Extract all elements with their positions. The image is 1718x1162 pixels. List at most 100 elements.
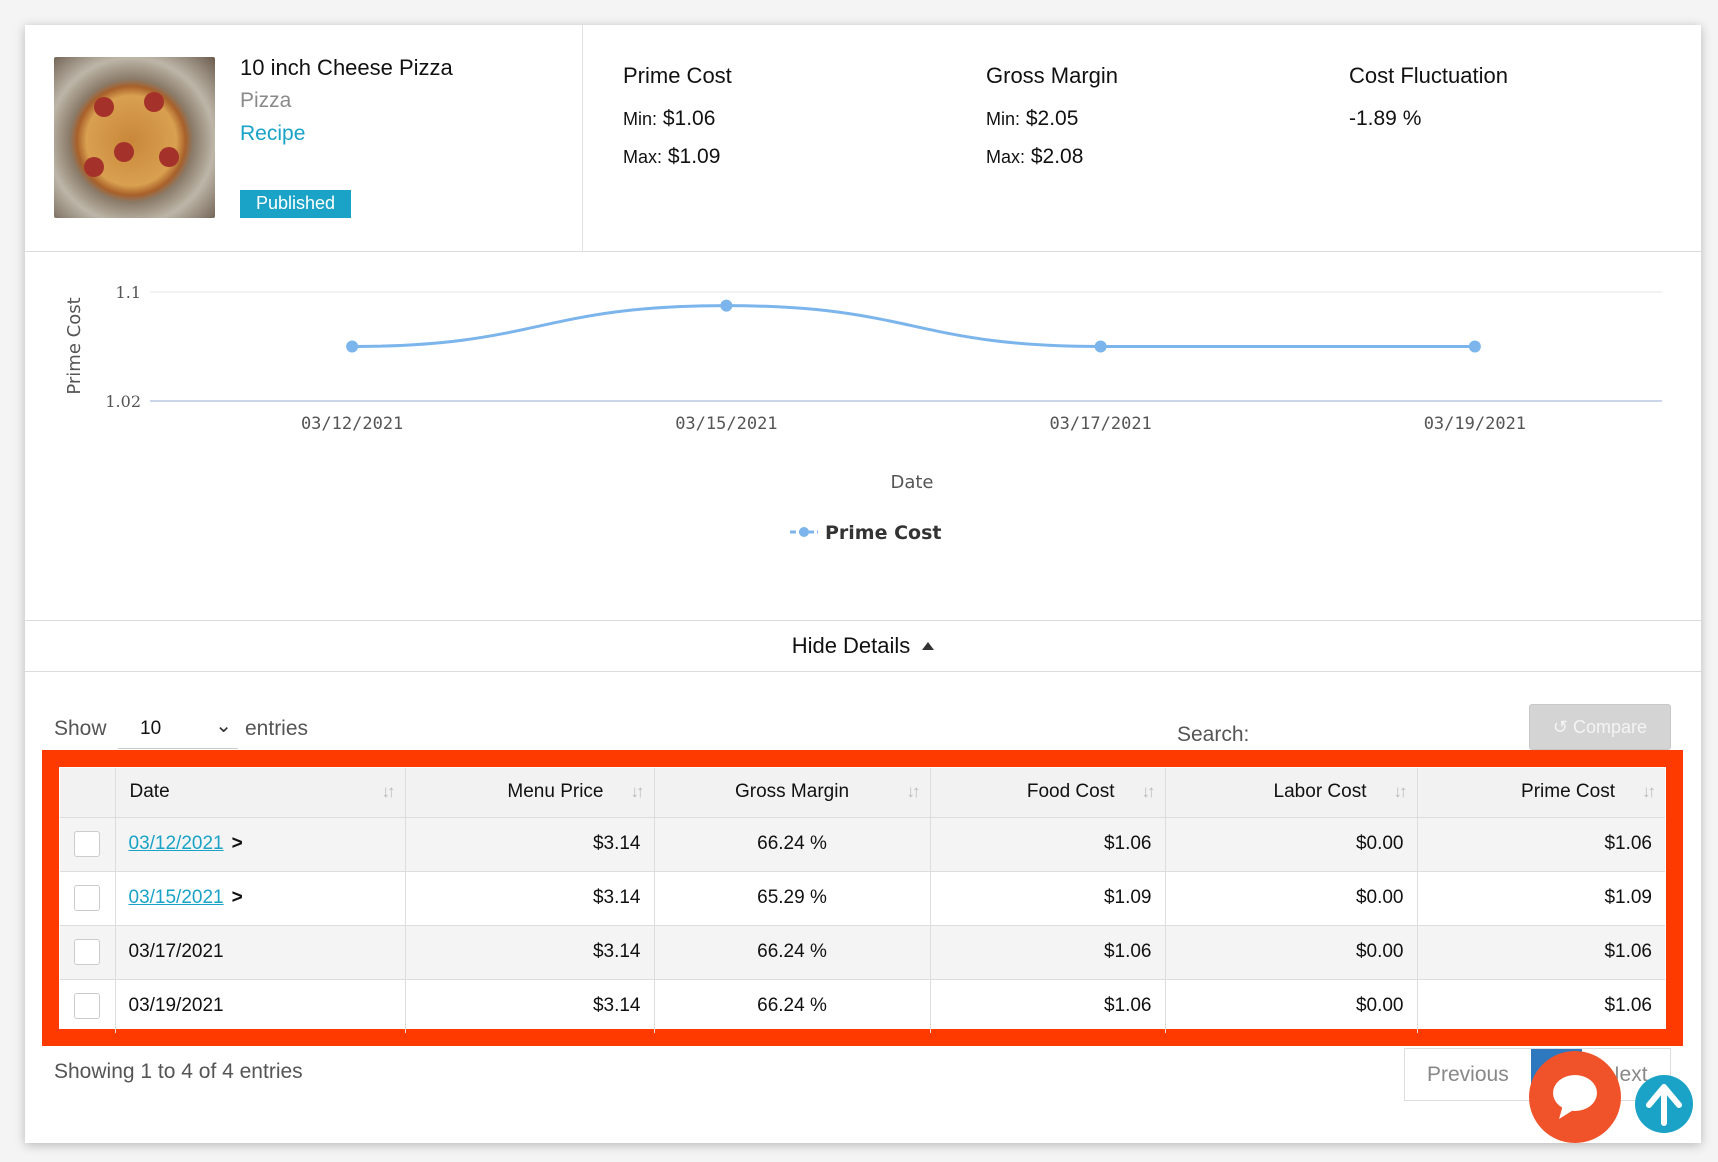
stat-gross-margin: Gross Margin Min: $2.05 Max: $2.08 [986, 63, 1118, 169]
min-label: Min: [623, 109, 658, 129]
legend-marker-icon [799, 527, 809, 537]
row-select-cell [60, 978, 116, 1033]
gross-margin-cell: 66.24 % [654, 924, 931, 979]
status-badge: Published [240, 190, 352, 218]
date-link[interactable]: 03/15/2021 [128, 887, 224, 908]
food-cost-cell: $1.09 [930, 870, 1166, 925]
recipe-link[interactable]: Recipe [240, 122, 306, 145]
row-select-cell [60, 816, 116, 871]
x-tick-label: 03/19/2021 [1424, 414, 1526, 434]
header-date[interactable]: Date ↓↑ [115, 768, 406, 818]
table-info: Showing 1 to 4 of 4 entries [54, 1060, 303, 1083]
date-cell[interactable]: 03/12/2021 > [115, 816, 406, 871]
data-point[interactable] [1468, 340, 1481, 353]
table-header-row: Date ↓↑ Menu Price ↓↑ Gross Margin ↓↑ Food … [60, 768, 1665, 818]
date-text: 03/19/2021 [128, 995, 224, 1017]
table-row: 03/17/2021 $3.14 66.24 % $1.06 $0.00 $1.… [60, 924, 1665, 979]
row-select-cell [60, 924, 116, 979]
row-checkbox[interactable] [74, 885, 101, 911]
date-cell[interactable]: 03/15/2021 > [115, 870, 406, 925]
product-title: 10 inch Cheese Pizza [240, 55, 453, 80]
sort-icon: ↓↑ [1393, 782, 1408, 801]
max-value: $2.08 [1030, 145, 1084, 168]
divider [582, 25, 583, 251]
y-axis-label: Prime Cost [64, 297, 85, 394]
sort-icon: ↓↑ [1642, 782, 1656, 801]
header-food-cost[interactable]: Food Cost ↓↑ [930, 768, 1166, 818]
header-labor-cost[interactable]: Labor Cost ↓↑ [1165, 768, 1418, 818]
product-category: Pizza [240, 89, 292, 112]
gross-margin-cell: 66.24 % [654, 816, 931, 871]
chart-legend[interactable]: Prime Cost [790, 522, 942, 544]
entries-select[interactable]: 10 ⌄ [118, 709, 238, 749]
max-label: Max: [986, 147, 1026, 167]
previous-button[interactable]: Previous [1427, 1063, 1509, 1086]
labor-cost-cell: $0.00 [1165, 870, 1418, 925]
fluctuation-value: -1.89 % [1349, 107, 1422, 130]
prime-cost-cell: $1.06 [1417, 978, 1665, 1033]
menu-price-cell: $3.14 [405, 924, 655, 979]
search-label: Search: [1177, 723, 1250, 746]
gross-margin-cell: 65.29 % [654, 870, 931, 925]
x-tick-label: 03/15/2021 [675, 414, 777, 434]
labor-cost-cell: $0.00 [1165, 978, 1418, 1033]
x-axis-label: Date [890, 472, 933, 493]
menu-price-cell: $3.14 [405, 978, 655, 1033]
divider [25, 620, 1701, 621]
cost-table: Date ↓↑ Menu Price ↓↑ Gross Margin ↓↑ Food … [60, 768, 1665, 1033]
caret-up-icon [922, 642, 935, 650]
divider [25, 671, 1701, 672]
prime-cost-chart: 03/19/2021 03/17/2021 03/15/2021 03/12/2021… [64, 283, 1662, 544]
table-row: 03/15/2021 > $3.14 65.29 % $1.09 $0.00 $1… [60, 870, 1665, 925]
data-point[interactable] [1094, 340, 1107, 353]
chat-button[interactable] [1529, 1051, 1621, 1143]
chevron-right-icon[interactable]: > [231, 833, 243, 854]
date-cell: 03/19/2021 [115, 978, 406, 1033]
table-row: 03/12/2021 > $3.14 66.24 % $1.06 $0.00 $1… [60, 816, 1665, 871]
food-cost-cell: $1.06 [930, 924, 1166, 979]
entries-label: entries [245, 717, 309, 740]
max-label: Max: [623, 147, 663, 167]
table-row: 03/19/2021 $3.14 66.24 % $1.06 $0.00 $1.… [60, 978, 1665, 1033]
row-checkbox[interactable] [74, 939, 101, 965]
menu-price-cell: $3.14 [405, 816, 655, 871]
data-point[interactable] [720, 299, 733, 312]
prime-cost-cell: $1.09 [1417, 870, 1665, 925]
stat-prime-cost: Prime Cost Min: $1.06 Max: $1.09 [623, 63, 732, 169]
row-checkbox[interactable] [74, 993, 101, 1020]
food-cost-cell: $1.06 [930, 816, 1166, 871]
chevron-right-icon[interactable]: > [231, 887, 243, 908]
prime-cost-cell: $1.06 [1417, 816, 1665, 871]
x-tick-label: 03/12/2021 [301, 414, 403, 434]
highlight-box [42, 750, 1683, 1046]
header-prime-cost[interactable]: Prime Cost ↓↑ [1417, 768, 1665, 818]
show-label: Show [54, 717, 107, 740]
data-point[interactable] [346, 340, 359, 353]
gross-margin-cell: 66.24 % [654, 978, 931, 1033]
date-link[interactable]: 03/12/2021 [128, 833, 224, 854]
stat-title: Cost Fluctuation [1349, 63, 1508, 88]
y-tick-label: 1.1 [116, 283, 141, 302]
series-line [352, 304, 1475, 348]
product-image [54, 57, 215, 218]
min-value: $1.06 [662, 107, 716, 130]
row-checkbox[interactable] [74, 831, 101, 857]
prime-cost-cell: $1.06 [1417, 924, 1665, 979]
compare-label: Compare [1573, 717, 1648, 737]
compare-icon: ↺ [1552, 717, 1569, 737]
divider [25, 251, 1701, 252]
header-menu-price[interactable]: Menu Price ↓↑ [405, 768, 655, 818]
max-value: $1.09 [667, 145, 721, 168]
hide-details-toggle[interactable]: Hide Details [25, 621, 1701, 671]
scroll-top-button[interactable] [1635, 1075, 1693, 1133]
sort-icon: ↓↑ [906, 782, 921, 801]
x-tick-label: 03/17/2021 [1049, 414, 1151, 434]
sort-icon: ↓↑ [1141, 782, 1156, 801]
header-gross-margin[interactable]: Gross Margin ↓↑ [654, 768, 931, 818]
sort-icon: ↓↑ [630, 782, 645, 801]
product-card: 10 inch Cheese Pizza Pizza Recipe Publis… [25, 25, 1701, 1143]
compare-button[interactable]: ↺ Compare [1529, 704, 1671, 750]
legend-label: Prime Cost [825, 522, 942, 544]
select-header [60, 768, 116, 818]
min-label: Min: [986, 109, 1021, 129]
